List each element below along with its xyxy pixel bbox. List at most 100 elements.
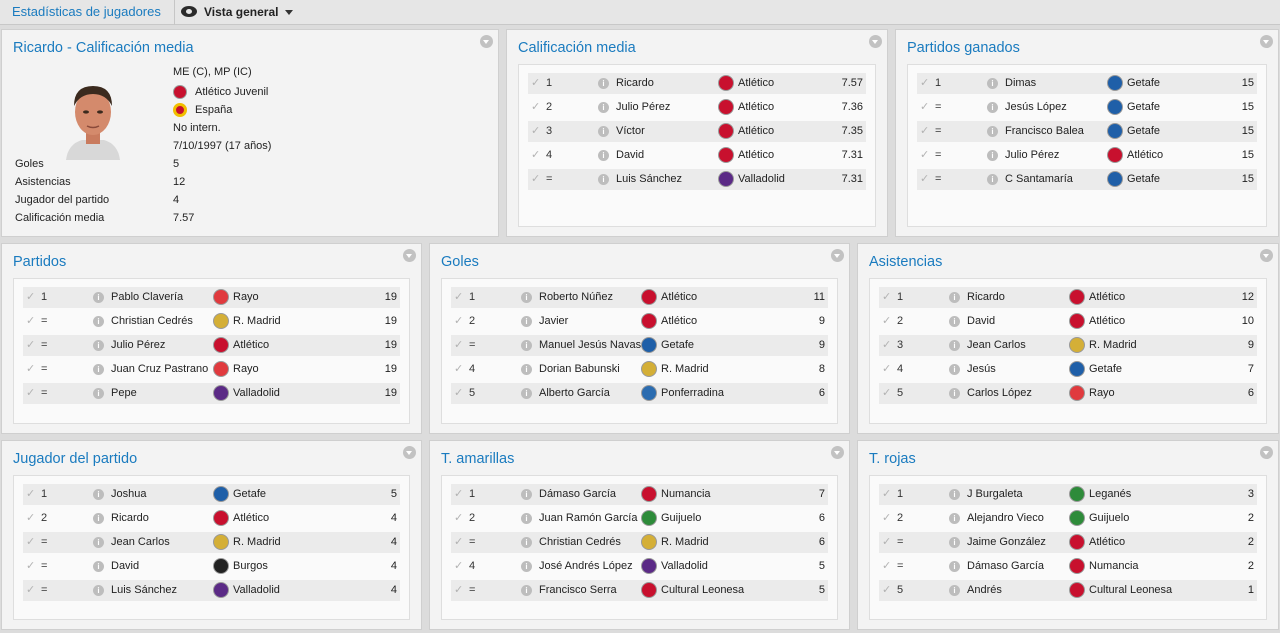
table-row[interactable]: ✓ 1 i Pablo Clavería Rayo 19 <box>23 287 400 308</box>
info-icon[interactable]: i <box>521 364 532 375</box>
player-name[interactable]: Alberto García <box>539 387 610 399</box>
info-icon[interactable]: i <box>521 388 532 399</box>
table-row[interactable]: ✓ = i Julio Pérez Atlético 15 <box>917 145 1257 166</box>
table-row[interactable]: ✓ 2 i Alejandro Vieco Guijuelo 2 <box>879 508 1257 529</box>
team-name[interactable]: R. Madrid <box>1089 339 1137 351</box>
info-icon[interactable]: i <box>949 340 960 351</box>
player-name[interactable]: Julio Pérez <box>1005 149 1060 161</box>
table-row[interactable]: ✓ = i Julio Pérez Atlético 19 <box>23 335 400 356</box>
info-icon[interactable]: i <box>949 364 960 375</box>
info-icon[interactable]: i <box>949 489 960 500</box>
table-row[interactable]: ✓ 3 i Víctor Atlético 7.35 <box>528 121 866 142</box>
info-icon[interactable]: i <box>93 537 104 548</box>
team-name[interactable]: Getafe <box>661 339 695 351</box>
panel-menu-icon[interactable] <box>403 446 416 459</box>
team-name[interactable]: R. Madrid <box>233 315 281 327</box>
table-row[interactable]: ✓ = i Christian Cedrés R. Madrid 19 <box>23 311 400 332</box>
table-row[interactable]: ✓ 3 i Jean Carlos R. Madrid 9 <box>879 335 1257 356</box>
player-nation[interactable]: España <box>195 104 233 116</box>
player-name[interactable]: Pepe <box>111 387 137 399</box>
team-name[interactable]: Getafe <box>233 488 267 500</box>
table-row[interactable]: ✓ 2 i Julio Pérez Atlético 7.36 <box>528 97 866 118</box>
team-name[interactable]: Atlético <box>1127 149 1164 161</box>
team-name[interactable]: Guijuelo <box>661 512 702 524</box>
info-icon[interactable]: i <box>987 174 998 185</box>
team-name[interactable]: R. Madrid <box>233 536 281 548</box>
player-name[interactable]: Víctor <box>616 125 645 137</box>
team-name[interactable]: Atlético <box>1089 315 1126 327</box>
table-row[interactable]: ✓ 2 i Ricardo Atlético 4 <box>23 508 400 529</box>
team-name[interactable]: Cultural Leonesa <box>661 584 745 596</box>
player-name[interactable]: Jean Carlos <box>111 536 170 548</box>
team-name[interactable]: Atlético <box>661 291 698 303</box>
info-icon[interactable]: i <box>521 513 532 524</box>
panel-menu-icon[interactable] <box>831 446 844 459</box>
team-name[interactable]: Rayo <box>233 363 259 375</box>
info-icon[interactable]: i <box>949 316 960 327</box>
info-icon[interactable]: i <box>93 340 104 351</box>
table-row[interactable]: ✓ = i Luis Sánchez Valladolid 7.31 <box>528 169 866 190</box>
table-row[interactable]: ✓ = i Jesús López Getafe 15 <box>917 97 1257 118</box>
breadcrumb-link[interactable]: Estadísticas de jugadores <box>12 4 161 19</box>
info-icon[interactable]: i <box>521 585 532 596</box>
table-row[interactable]: ✓ 5 i Alberto García Ponferradina 6 <box>451 383 828 404</box>
player-name[interactable]: Julio Pérez <box>616 101 671 113</box>
player-name[interactable]: Jean Carlos <box>967 339 1026 351</box>
eye-icon[interactable] <box>181 6 197 17</box>
table-row[interactable]: ✓ = i Manuel Jesús Navas Getafe 9 <box>451 335 828 356</box>
view-dropdown[interactable]: Vista general <box>204 5 279 19</box>
info-icon[interactable]: i <box>987 78 998 89</box>
player-name[interactable]: Ricardo <box>616 77 654 89</box>
team-name[interactable]: Cultural Leonesa <box>1089 584 1173 596</box>
panel-menu-icon[interactable] <box>1260 35 1273 48</box>
team-name[interactable]: Leganés <box>1089 488 1132 500</box>
table-row[interactable]: ✓ 1 i Ricardo Atlético 12 <box>879 287 1257 308</box>
player-name[interactable]: Juan Ramón García <box>539 512 638 524</box>
team-name[interactable]: Getafe <box>1127 173 1161 185</box>
team-name[interactable]: Atlético <box>233 339 270 351</box>
player-name[interactable]: Joshua <box>111 488 147 500</box>
info-icon[interactable]: i <box>93 489 104 500</box>
team-name[interactable]: Getafe <box>1089 363 1123 375</box>
info-icon[interactable]: i <box>93 364 104 375</box>
table-row[interactable]: ✓ 4 i Dorian Babunski R. Madrid 8 <box>451 359 828 380</box>
info-icon[interactable]: i <box>521 561 532 572</box>
info-icon[interactable]: i <box>949 388 960 399</box>
info-icon[interactable]: i <box>987 126 998 137</box>
player-name[interactable]: Christian Cedrés <box>539 536 621 548</box>
info-icon[interactable]: i <box>521 537 532 548</box>
panel-menu-icon[interactable] <box>403 249 416 262</box>
table-row[interactable]: ✓ 5 i Carlos López Rayo 6 <box>879 383 1257 404</box>
table-row[interactable]: ✓ 4 i José Andrés López Valladolid 5 <box>451 556 828 577</box>
table-row[interactable]: ✓ 1 i J Burgaleta Leganés 3 <box>879 484 1257 505</box>
team-name[interactable]: Valladolid <box>738 173 785 185</box>
info-icon[interactable]: i <box>598 174 609 185</box>
player-name[interactable]: Luis Sánchez <box>616 173 683 185</box>
player-name[interactable]: Jesús <box>967 363 996 375</box>
chevron-down-icon[interactable] <box>285 10 293 15</box>
table-row[interactable]: ✓ 4 i Jesús Getafe 7 <box>879 359 1257 380</box>
table-row[interactable]: ✓ 1 i Ricardo Atlético 7.57 <box>528 73 866 94</box>
team-name[interactable]: Atlético <box>233 512 270 524</box>
table-row[interactable]: ✓ 1 i Dimas Getafe 15 <box>917 73 1257 94</box>
team-name[interactable]: R. Madrid <box>661 363 709 375</box>
info-icon[interactable]: i <box>521 489 532 500</box>
player-name[interactable]: Luis Sánchez <box>111 584 178 596</box>
team-name[interactable]: Rayo <box>1089 387 1115 399</box>
info-icon[interactable]: i <box>949 561 960 572</box>
player-name[interactable]: Ricardo <box>111 512 149 524</box>
team-name[interactable]: Atlético <box>661 315 698 327</box>
team-name[interactable]: Guijuelo <box>1089 512 1130 524</box>
team-name[interactable]: Atlético <box>738 77 775 89</box>
player-name[interactable]: J Burgaleta <box>967 488 1023 500</box>
info-icon[interactable]: i <box>93 585 104 596</box>
panel-menu-icon[interactable] <box>1260 249 1273 262</box>
player-name[interactable]: Jaime González <box>967 536 1046 548</box>
table-row[interactable]: ✓ = i Luis Sánchez Valladolid 4 <box>23 580 400 601</box>
info-icon[interactable]: i <box>987 150 998 161</box>
team-name[interactable]: Atlético <box>1089 536 1126 548</box>
info-icon[interactable]: i <box>521 340 532 351</box>
table-row[interactable]: ✓ = i Pepe Valladolid 19 <box>23 383 400 404</box>
team-name[interactable]: Atlético <box>738 149 775 161</box>
info-icon[interactable]: i <box>987 102 998 113</box>
